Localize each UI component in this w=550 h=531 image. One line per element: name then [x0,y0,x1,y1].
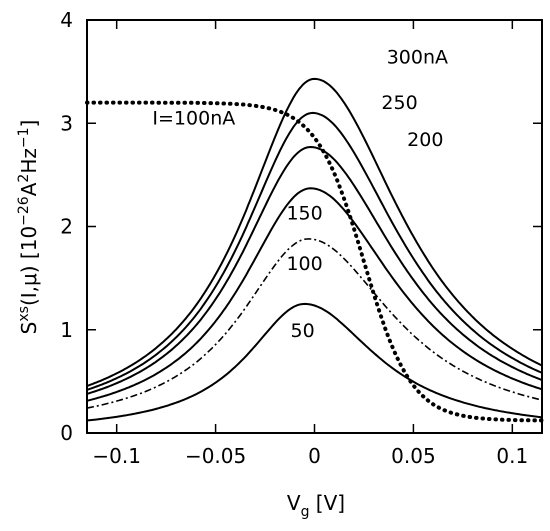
x-tick-label: −0.05 [185,444,246,468]
y-tick-label: 0 [60,421,73,445]
y-axis-label-exp3: −1 [16,127,32,148]
y-tick-label: 2 [60,215,73,239]
annotation-label: 100 [286,253,322,275]
y-axis-label-exp1: −26 [16,196,32,226]
annotation-label: I=100nA [152,107,235,129]
y-tick-label: 1 [60,318,73,342]
y-axis-label-mid2: Hz [17,148,41,174]
y-axis-label-mid1: A [17,182,41,196]
y-tick-label: 4 [60,8,73,32]
annotation-label: 150 [286,202,322,224]
y-tick-label: 3 [60,111,73,135]
y-axis-label-end: ] [17,120,41,128]
y-axis-label-main: S [17,322,41,335]
x-axis-label-sub: g [301,504,310,520]
series-group [87,79,542,421]
annotation-label: 250 [381,92,417,114]
annotation-label: 50 [291,320,315,342]
y-axis-label-sup: xs [16,306,32,322]
x-tick-label: 0.1 [496,444,528,468]
x-tick-label: 0 [308,444,321,468]
y-axis-label-exp2: 2 [16,174,32,183]
annotation-label: 300nA [387,46,448,68]
x-tick-label: 0.05 [391,444,436,468]
x-axis-label: Vg [V] [287,491,345,520]
x-axis-label-rest: [V] [309,491,345,515]
y-axis-label-rest: (I,μ) [10 [17,226,41,306]
annotation-label: 200 [407,129,443,151]
ticks-group: −0.1 −0.05 0 0.05 0.1 0 1 2 3 4 [60,8,542,468]
y-axis-label: Sxs(I,μ) [10−26A2Hz−1] [16,120,41,335]
plot-frame [87,20,542,433]
annotations-group: 300nA 250 200 150 100 50 I=100nA [152,46,448,342]
x-tick-label: −0.1 [92,444,141,468]
x-axis-label-main: V [287,491,301,515]
